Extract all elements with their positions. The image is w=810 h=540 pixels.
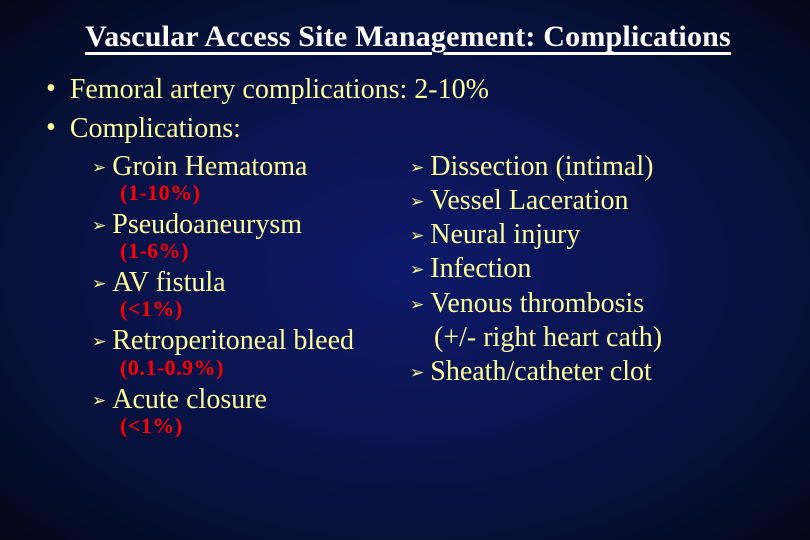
item-label: Vessel Laceration xyxy=(430,184,628,218)
list-item: ➢ Venous thrombosis (+/- right heart cat… xyxy=(410,287,770,355)
left-column: ➢ Groin Hematoma (1-10%) ➢ Pseudoaneurys… xyxy=(46,150,408,441)
arrow-bullet-icon: ➢ xyxy=(410,193,424,210)
item-label: Retroperitoneal bleed xyxy=(112,324,354,358)
item-label: Infection xyxy=(430,252,531,286)
level1-text: Complications: xyxy=(70,111,241,146)
item-label: Acute closure xyxy=(112,383,267,417)
list-item: ➢ Groin Hematoma (1-10%) xyxy=(92,150,408,206)
item-label: Dissection (intimal) xyxy=(430,150,653,184)
item-label: Neural injury xyxy=(430,218,580,252)
level1-item: • Femoral artery complications: 2-10% xyxy=(46,72,770,107)
right-column: ➢ Dissection (intimal) ➢ Vessel Lacerati… xyxy=(408,150,770,441)
arrow-bullet-icon: ➢ xyxy=(92,217,106,234)
dot-bullet-icon: • xyxy=(46,72,56,106)
arrow-bullet-icon: ➢ xyxy=(410,227,424,244)
list-item: ➢ Vessel Laceration xyxy=(410,184,770,218)
level1-item: • Complications: xyxy=(46,111,770,146)
item-subtext: (+/- right heart cath) xyxy=(434,321,770,355)
two-column-area: ➢ Groin Hematoma (1-10%) ➢ Pseudoaneurys… xyxy=(46,150,770,441)
item-label: Groin Hematoma xyxy=(112,150,307,184)
list-item: ➢ AV fistula (<1%) xyxy=(92,266,408,322)
list-item: ➢ Acute closure (<1%) xyxy=(92,383,408,439)
list-item: ➢ Neural injury xyxy=(410,218,770,252)
list-item: ➢ Infection xyxy=(410,252,770,286)
arrow-bullet-icon: ➢ xyxy=(92,392,106,409)
list-item: ➢ Pseudoaneurysm (1-6%) xyxy=(92,208,408,264)
arrow-bullet-icon: ➢ xyxy=(92,159,106,176)
arrow-bullet-icon: ➢ xyxy=(410,261,424,278)
list-item: ➢ Sheath/catheter clot xyxy=(410,355,770,389)
dot-bullet-icon: • xyxy=(46,111,56,145)
item-label: Sheath/catheter clot xyxy=(430,355,652,389)
arrow-bullet-icon: ➢ xyxy=(92,275,106,292)
item-label: Venous thrombosis xyxy=(430,287,644,321)
arrow-bullet-icon: ➢ xyxy=(92,333,106,350)
item-label: Pseudoaneurysm xyxy=(112,208,302,242)
arrow-bullet-icon: ➢ xyxy=(410,296,424,313)
list-item: ➢ Dissection (intimal) xyxy=(410,150,770,184)
slide-body: • Femoral artery complications: 2-10% • … xyxy=(46,72,770,441)
level1-text: Femoral artery complications: 2-10% xyxy=(70,72,489,107)
item-label: AV fistula xyxy=(112,266,225,300)
slide: Vascular Access Site Management: Complic… xyxy=(0,0,810,540)
slide-title: Vascular Access Site Management: Complic… xyxy=(46,20,770,54)
item-percent: (<1%) xyxy=(120,296,408,322)
list-item: ➢ Retroperitoneal bleed (0.1-0.9%) xyxy=(92,324,408,380)
arrow-bullet-icon: ➢ xyxy=(410,159,424,176)
arrow-bullet-icon: ➢ xyxy=(410,364,424,381)
